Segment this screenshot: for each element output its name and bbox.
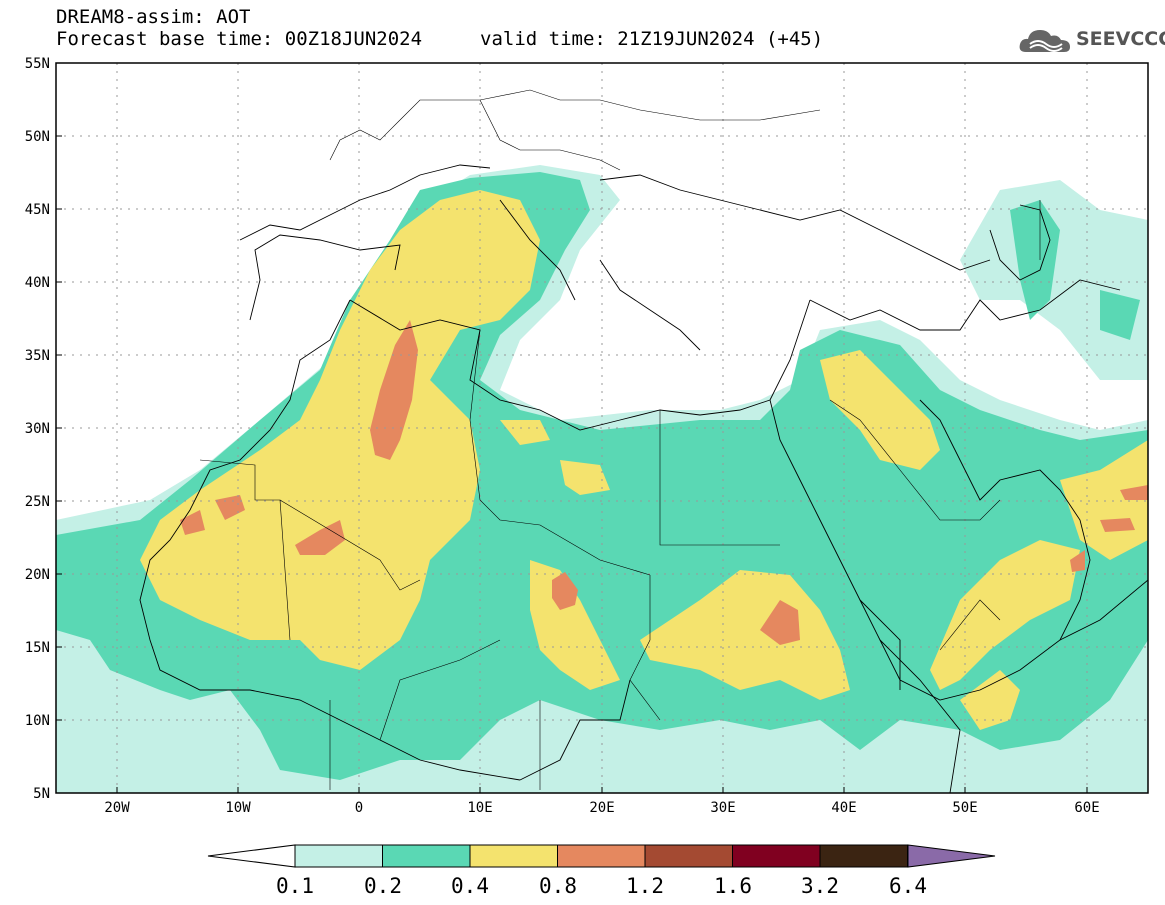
lon-label: 60E — [1074, 800, 1099, 816]
colorbar-box — [732, 844, 821, 868]
colorbar-label: 1.2 — [626, 874, 664, 898]
lat-label: 50N — [25, 129, 50, 145]
colorbar: 0.1 0.2 0.4 0.8 1.2 1.6 3.2 6.4 — [207, 844, 996, 898]
lon-label: 20W — [104, 800, 130, 816]
latitude-labels: 55N 50N 45N 40N 35N 30N 25N 20N 15N 10N … — [25, 56, 50, 802]
colorbar-label: 3.2 — [801, 874, 839, 898]
map-title: DREAM8-assim: AOT — [56, 6, 251, 28]
longitude-labels: 20W 10W 0 10E 20E 30E 40E 50E 60E — [104, 800, 1099, 816]
lat-label: 35N — [25, 348, 50, 364]
lat-label: 10N — [25, 713, 50, 729]
forecast-base-time: Forecast base time: 00Z18JUN2024 — [56, 28, 423, 50]
colorbar-label: 0.2 — [364, 874, 402, 898]
colorbar-box — [557, 844, 646, 868]
cloud-icon — [1019, 30, 1070, 52]
lon-label: 40E — [831, 800, 856, 816]
lat-label: 5N — [33, 786, 50, 802]
colorbar-box — [469, 844, 558, 868]
lat-label: 25N — [25, 494, 50, 510]
colorbar-under-arrow — [207, 844, 296, 868]
seevccc-logo: SEEVCCC — [1018, 22, 1165, 58]
logo-text: SEEVCCC — [1076, 28, 1165, 50]
colorbar-label: 0.1 — [276, 874, 314, 898]
valid-time: valid time: 21Z19JUN2024 (+45) — [480, 28, 824, 50]
lat-label: 45N — [25, 202, 50, 218]
lat-label: 15N — [25, 640, 50, 656]
colorbar-label: 0.4 — [451, 874, 489, 898]
coastlines — [139, 164, 1148, 793]
lon-label: 30E — [710, 800, 735, 816]
tick-marks — [56, 62, 1088, 793]
lat-label: 30N — [25, 421, 50, 437]
lon-label: 50E — [952, 800, 977, 816]
lon-label: 10W — [225, 800, 251, 816]
colorbar-box — [819, 844, 908, 868]
colorbar-box — [294, 844, 383, 868]
lon-label: 10E — [467, 800, 492, 816]
lat-label: 20N — [25, 567, 50, 583]
colorbar-label: 0.8 — [539, 874, 577, 898]
grid-lines — [56, 63, 1148, 793]
lon-label: 20E — [589, 800, 614, 816]
colorbar-label: 6.4 — [889, 874, 927, 898]
colorbar-box — [644, 844, 733, 868]
colorbar-label: 1.6 — [714, 874, 752, 898]
colorbar-box — [382, 844, 471, 868]
colorbar-over-arrow — [907, 844, 996, 868]
lat-label: 55N — [25, 56, 50, 72]
lon-label: 0 — [355, 800, 363, 816]
country-borders — [199, 89, 1041, 790]
lat-label: 40N — [25, 275, 50, 291]
